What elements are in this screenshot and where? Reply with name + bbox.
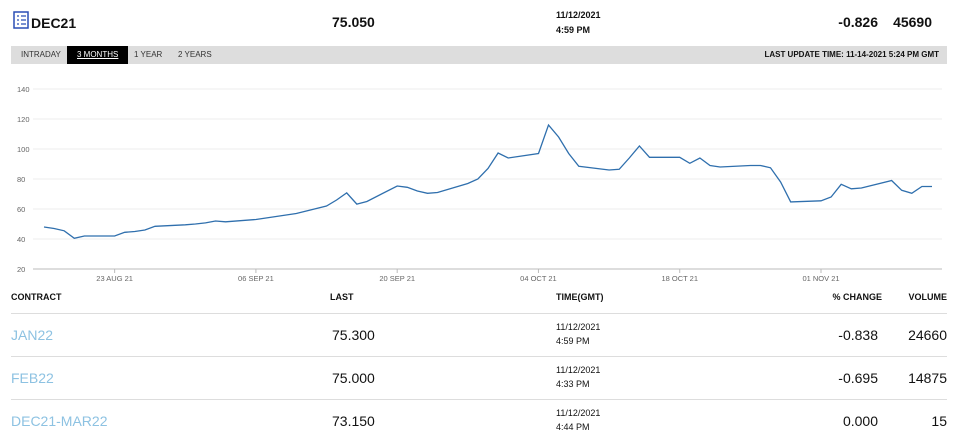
volume: 14875 bbox=[908, 370, 947, 386]
divider bbox=[11, 313, 947, 314]
change: -0.826 bbox=[838, 14, 878, 30]
x-tick-label: 23 AUG 21 bbox=[96, 274, 133, 283]
contract-name: DEC21 bbox=[31, 15, 77, 31]
column-header: % CHANGE bbox=[832, 292, 882, 302]
x-tick-label: 06 SEP 21 bbox=[238, 274, 274, 283]
last-update: LAST UPDATE TIME: 11-14-2021 5:24 PM GMT bbox=[764, 50, 939, 59]
volume: 24660 bbox=[908, 327, 947, 343]
volume: 15 bbox=[931, 413, 947, 429]
contract-link[interactable]: JAN22 bbox=[11, 327, 54, 343]
tab-bar: LAST UPDATE TIME: 11-14-2021 5:24 PM GMT… bbox=[11, 46, 947, 64]
tab[interactable]: INTRADAY bbox=[21, 50, 61, 59]
x-tick-label: 18 OCT 21 bbox=[661, 274, 698, 283]
y-tick-label: 140 bbox=[17, 85, 30, 94]
date: 11/12/2021 bbox=[556, 408, 601, 418]
y-tick-label: 120 bbox=[17, 115, 30, 124]
chart: 20 40 60 80 100 120 140 23 AUG 21 06 SEP 21 20 SE… bbox=[17, 85, 942, 283]
divider bbox=[11, 399, 947, 400]
tab[interactable]: 3 MONTHS bbox=[67, 46, 129, 64]
last: 73.150 bbox=[332, 413, 375, 429]
y-tick-label: 80 bbox=[17, 175, 25, 184]
column-header: CONTRACT bbox=[11, 292, 62, 302]
y-tick-label: 20 bbox=[17, 265, 25, 274]
column-header: VOLUME bbox=[908, 292, 947, 302]
y-tick-label: 40 bbox=[17, 235, 25, 244]
contract-link[interactable]: FEB22 bbox=[11, 370, 54, 386]
column-header: LAST bbox=[330, 292, 354, 302]
change: -0.838 bbox=[838, 327, 878, 343]
time: 4:33 PM bbox=[556, 379, 590, 389]
change: 0.000 bbox=[842, 413, 878, 429]
x-tick-label: 20 SEP 21 bbox=[379, 274, 415, 283]
y-tick-label: 60 bbox=[17, 205, 25, 214]
column-header: TIME(GMT) bbox=[556, 292, 604, 302]
x-tick-label: 04 OCT 21 bbox=[520, 274, 557, 283]
date: 11/12/2021 bbox=[556, 10, 601, 20]
y-tick-label: 100 bbox=[17, 145, 30, 154]
volume: 45690 bbox=[893, 14, 932, 30]
tab[interactable]: 1 YEAR bbox=[134, 50, 163, 59]
divider bbox=[11, 356, 947, 357]
last-price: 75.050 bbox=[332, 14, 375, 30]
tab[interactable]: 2 YEARS bbox=[178, 50, 212, 59]
contract-link[interactable]: DEC21-MAR22 bbox=[11, 413, 108, 429]
last: 75.000 bbox=[332, 370, 375, 386]
price-line bbox=[43, 123, 932, 240]
time: 4:59 PM bbox=[556, 336, 590, 346]
date: 11/12/2021 bbox=[556, 365, 601, 375]
time: 4:59 PM bbox=[556, 25, 591, 35]
time: 4:44 PM bbox=[556, 422, 590, 432]
last: 75.300 bbox=[332, 327, 375, 343]
change: -0.695 bbox=[838, 370, 878, 386]
contract-icon bbox=[13, 11, 29, 29]
date: 11/12/2021 bbox=[556, 322, 601, 332]
x-tick-label: 01 NOV 21 bbox=[802, 274, 839, 283]
